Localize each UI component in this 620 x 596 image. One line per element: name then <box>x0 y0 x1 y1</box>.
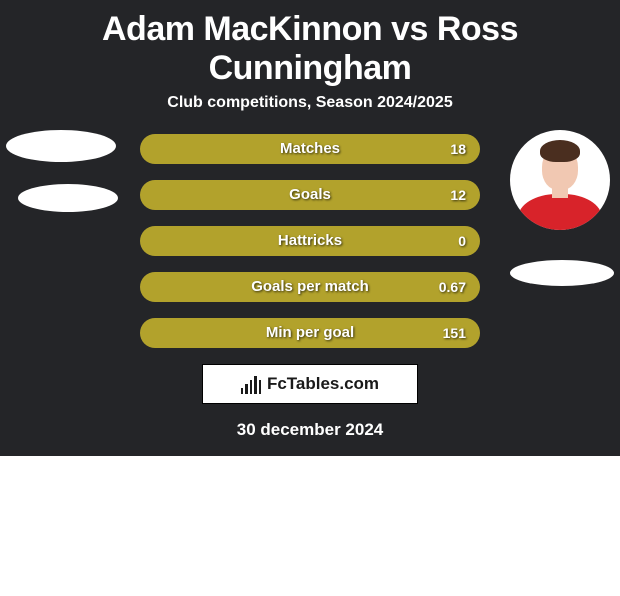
stat-label: Goals per match <box>140 272 480 302</box>
right-oval-placeholder <box>510 260 614 286</box>
brand-badge[interactable]: FcTables.com <box>202 364 418 404</box>
stat-value: 18 <box>450 134 466 164</box>
stat-row: Goals per match0.67 <box>140 272 480 302</box>
left-oval-placeholder <box>6 130 116 162</box>
stat-value: 0.67 <box>439 272 466 302</box>
stat-rows: Matches18 Goals12 Hattricks0 Goals per matc… <box>140 134 480 348</box>
stat-label: Min per goal <box>140 318 480 348</box>
stat-row: Min per goal151 <box>140 318 480 348</box>
right-player-placeholder <box>510 130 614 286</box>
stat-value: 0 <box>458 226 466 256</box>
stat-row: Matches18 <box>140 134 480 164</box>
bottom-spacer <box>0 456 620 596</box>
stat-row: Hattricks0 <box>140 226 480 256</box>
stat-value: 12 <box>450 180 466 210</box>
root: Adam MacKinnon vs Ross Cunningham Club c… <box>0 0 620 580</box>
dark-panel: Adam MacKinnon vs Ross Cunningham Club c… <box>0 0 620 456</box>
player-avatar <box>510 130 610 230</box>
page-title: Adam MacKinnon vs Ross Cunningham <box>0 0 620 94</box>
brand-bars-icon <box>241 374 261 394</box>
footer-date: 30 december 2024 <box>0 420 620 440</box>
stats-wrap: Matches18 Goals12 Hattricks0 Goals per matc… <box>0 134 620 348</box>
brand-text: FcTables.com <box>267 374 379 394</box>
stat-label: Goals <box>140 180 480 210</box>
page-subtitle: Club competitions, Season 2024/2025 <box>0 94 620 112</box>
stat-value: 151 <box>443 318 466 348</box>
stat-label: Hattricks <box>140 226 480 256</box>
left-player-placeholder <box>6 130 118 212</box>
stat-row: Goals12 <box>140 180 480 210</box>
left-oval-placeholder <box>18 184 118 212</box>
stat-label: Matches <box>140 134 480 164</box>
